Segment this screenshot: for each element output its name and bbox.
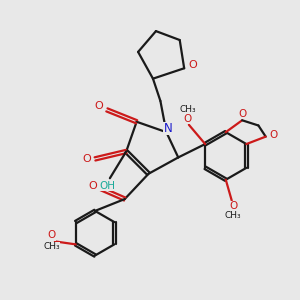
Text: O: O — [238, 109, 246, 119]
Text: O: O — [269, 130, 277, 140]
Text: O: O — [48, 230, 56, 241]
Text: O: O — [183, 114, 191, 124]
Text: OH: OH — [99, 181, 115, 191]
Text: CH₃: CH₃ — [44, 242, 60, 251]
Text: O: O — [82, 154, 91, 164]
Text: O: O — [188, 60, 197, 70]
Text: O: O — [88, 181, 97, 191]
Text: O: O — [229, 202, 237, 212]
Text: CH₃: CH₃ — [225, 212, 242, 220]
Text: N: N — [164, 122, 172, 135]
Text: CH₃: CH₃ — [179, 105, 196, 114]
Text: O: O — [94, 101, 103, 111]
